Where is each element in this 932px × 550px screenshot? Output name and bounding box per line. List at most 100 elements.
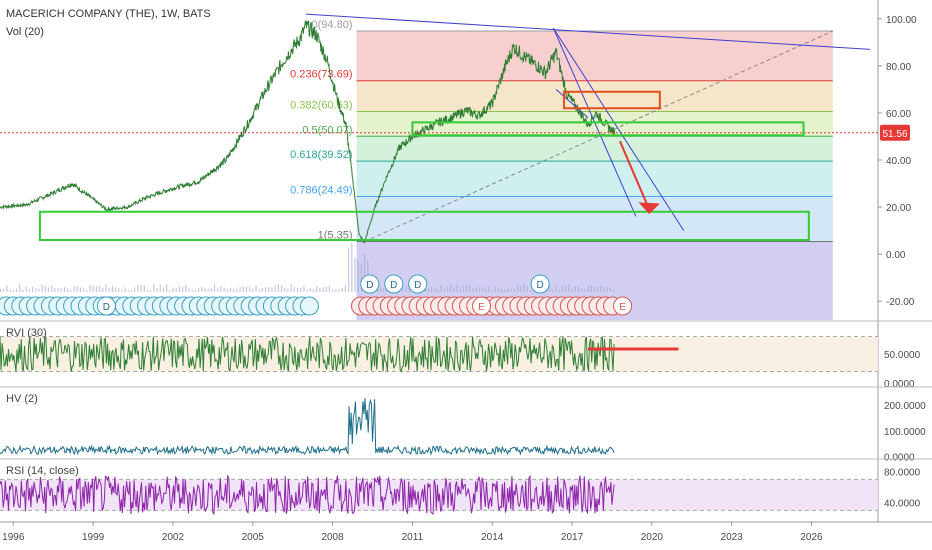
volume-bar (408, 287, 410, 292)
volume-bar (328, 285, 331, 292)
panel-axis-tick: 200.0000 (884, 401, 926, 412)
volume-bar (277, 284, 279, 292)
volume-bar (558, 289, 560, 292)
volume-bar (162, 287, 165, 292)
dividend-marker-label: D (414, 280, 421, 291)
volume-bar (514, 289, 516, 292)
time-axis-tick: 1999 (82, 532, 105, 543)
price-axis-tick: 80.00 (886, 62, 911, 73)
volume-bar (95, 286, 97, 292)
volume-bar (440, 284, 442, 292)
volume-bar (181, 286, 184, 292)
volume-bar (156, 288, 158, 292)
volume-bar (194, 289, 196, 292)
volume-bar (488, 286, 490, 292)
volume-bar (44, 285, 46, 292)
time-axis-tick: 2014 (481, 532, 504, 543)
volume-bar (229, 288, 232, 292)
volume-bar (606, 287, 608, 292)
volume-bar (571, 288, 573, 292)
fib-level-label: 0.5(50.07) (302, 124, 352, 136)
volume-bar (287, 289, 289, 292)
price-line (0, 20, 616, 244)
volume-bar (137, 285, 139, 292)
background-layer (0, 0, 932, 523)
volume-bar (552, 289, 554, 292)
volume-bar (274, 285, 276, 292)
volume-bar (210, 288, 212, 292)
axes: 51.56 100.00 80.00 60.00 40.00 20.00 0.00 -20.0… (2, 15, 917, 543)
dividend-marker-label: D (536, 280, 543, 291)
panel-axis-tick: 0.0000 (884, 453, 915, 464)
resistance-box (563, 90, 661, 110)
volume-bar (213, 284, 216, 292)
panel-band (0, 336, 878, 372)
volume-bar (28, 289, 30, 292)
volume-bar (226, 288, 228, 292)
volume-bar (51, 285, 53, 292)
volume-bar (191, 289, 193, 292)
volume-bar (242, 286, 244, 292)
volume-bar (485, 288, 487, 292)
volume-bar (325, 286, 327, 292)
event-markers[interactable]: D D D D D E E (0, 274, 633, 316)
volume-bar (271, 287, 273, 292)
volume-bar (236, 289, 238, 292)
volume-bar (529, 289, 532, 292)
volume-bar (207, 288, 209, 292)
volume-bar (584, 289, 586, 292)
volume-bar (83, 288, 85, 292)
price-axis-tick: 60.00 (886, 109, 911, 120)
volume-bar (280, 285, 283, 292)
channel-line-upper (552, 27, 685, 231)
volume-bar (146, 289, 149, 292)
volume-bar (245, 286, 248, 292)
volume-bar (504, 289, 506, 292)
volume-bar (402, 288, 404, 292)
volume-bar (89, 284, 91, 292)
panel-name: HV (2) (6, 393, 38, 405)
volume-bar (354, 257, 356, 292)
volume-bar (341, 287, 343, 292)
volume-bar (223, 287, 225, 292)
volume-bar (217, 287, 219, 292)
volume-bar (600, 285, 602, 292)
volume-bar (587, 285, 589, 292)
volume-bar (568, 284, 570, 292)
volume-bar (169, 289, 171, 292)
volume-bar (150, 289, 152, 292)
earnings-marker-label-circle (472, 296, 492, 316)
dividend-marker-label-circle (408, 274, 428, 294)
volume-bar (73, 285, 75, 292)
volume-bar (443, 289, 445, 292)
volume-bar (134, 287, 136, 292)
volume-bar (351, 242, 353, 292)
volume-bar (47, 287, 50, 292)
volume-bar (603, 287, 605, 292)
volume-bar (233, 288, 235, 292)
volume-bar (258, 289, 260, 292)
volume-bar (446, 286, 449, 292)
volume-bar (159, 284, 161, 292)
volume-bar (309, 287, 311, 292)
drawings-layer[interactable] (38, 13, 871, 242)
volume-bar (494, 286, 497, 292)
price-axis-tick: 40.00 (886, 156, 911, 167)
volume-bar (383, 288, 385, 292)
indicator-line (0, 336, 615, 373)
volume-bar (357, 259, 359, 292)
volume-bar (60, 288, 62, 292)
earnings-marker-label-circle (613, 296, 633, 316)
volume-bar (300, 287, 302, 292)
volume-bar (498, 287, 500, 292)
volume-bar (102, 287, 104, 292)
fib-zone (356, 80, 833, 112)
volume-bar (520, 285, 522, 292)
volume-bar (561, 286, 564, 292)
panel-axis-tick: 50.0000 (884, 350, 921, 361)
volume-bar (98, 285, 101, 292)
volume-bar (268, 287, 270, 292)
volume-bar (127, 289, 129, 292)
volume-bar (609, 287, 612, 292)
